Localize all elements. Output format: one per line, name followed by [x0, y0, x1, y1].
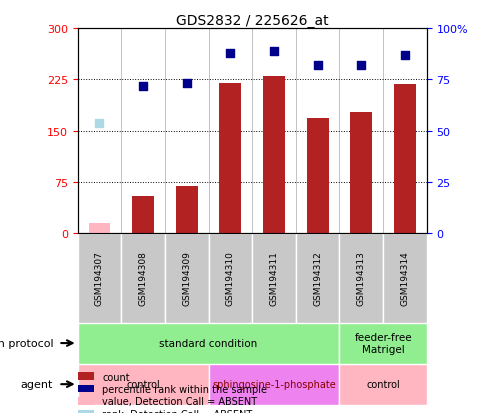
FancyBboxPatch shape — [295, 234, 339, 323]
Point — [182, 81, 190, 88]
Text: standard condition: standard condition — [159, 338, 257, 348]
Bar — [132, 196, 153, 234]
FancyBboxPatch shape — [77, 323, 339, 364]
Text: agent: agent — [21, 379, 53, 389]
Point — [226, 50, 234, 57]
Point — [357, 62, 364, 69]
Bar — [77, 385, 94, 392]
Text: GSM194312: GSM194312 — [313, 251, 321, 306]
FancyBboxPatch shape — [339, 364, 426, 405]
Bar — [262, 77, 284, 234]
FancyBboxPatch shape — [165, 234, 208, 323]
Text: percentile rank within the sample: percentile rank within the sample — [102, 384, 267, 394]
FancyBboxPatch shape — [339, 234, 382, 323]
FancyBboxPatch shape — [121, 234, 165, 323]
Bar — [393, 85, 415, 234]
Text: control: control — [365, 379, 399, 389]
Point — [95, 120, 103, 126]
Text: control: control — [126, 379, 160, 389]
Point — [400, 52, 408, 59]
Point — [139, 83, 147, 90]
Bar — [175, 186, 197, 234]
Text: sphingosine-1-phosphate: sphingosine-1-phosphate — [212, 379, 335, 389]
FancyBboxPatch shape — [77, 234, 121, 323]
Point — [270, 48, 277, 55]
Bar — [219, 83, 241, 234]
Title: GDS2832 / 225626_at: GDS2832 / 225626_at — [176, 14, 328, 28]
Text: GSM194311: GSM194311 — [269, 251, 278, 306]
Text: GSM194309: GSM194309 — [182, 251, 191, 306]
Text: feeder-free
Matrigel: feeder-free Matrigel — [354, 332, 411, 354]
FancyBboxPatch shape — [339, 323, 426, 364]
Text: rank, Detection Call = ABSENT: rank, Detection Call = ABSENT — [102, 409, 252, 413]
Bar — [77, 410, 94, 413]
FancyBboxPatch shape — [208, 234, 252, 323]
Text: growth protocol: growth protocol — [0, 338, 53, 348]
Bar — [77, 397, 94, 405]
FancyBboxPatch shape — [208, 364, 339, 405]
Point — [313, 62, 321, 69]
Bar — [306, 119, 328, 234]
FancyBboxPatch shape — [252, 234, 295, 323]
FancyBboxPatch shape — [382, 234, 426, 323]
Text: GSM194314: GSM194314 — [400, 251, 408, 306]
Bar — [77, 373, 94, 380]
Bar — [349, 112, 371, 234]
Text: GSM194310: GSM194310 — [226, 251, 234, 306]
Text: value, Detection Call = ABSENT: value, Detection Call = ABSENT — [102, 396, 257, 406]
Text: GSM194307: GSM194307 — [95, 251, 104, 306]
Text: count: count — [102, 372, 129, 382]
FancyBboxPatch shape — [77, 364, 208, 405]
Text: GSM194313: GSM194313 — [356, 251, 365, 306]
Text: GSM194308: GSM194308 — [138, 251, 147, 306]
Bar — [88, 224, 110, 234]
